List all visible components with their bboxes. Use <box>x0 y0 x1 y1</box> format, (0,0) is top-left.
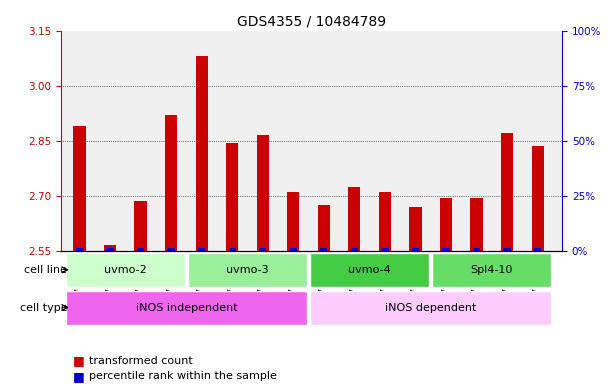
Bar <box>412 248 419 251</box>
Bar <box>501 134 513 251</box>
Text: iNOS dependent: iNOS dependent <box>385 303 477 313</box>
Bar <box>470 198 483 251</box>
Bar <box>534 248 541 251</box>
Bar <box>167 248 175 251</box>
Bar <box>259 248 266 251</box>
Bar <box>104 245 116 251</box>
Bar <box>381 248 389 251</box>
Text: uvmo-3: uvmo-3 <box>226 265 269 275</box>
FancyBboxPatch shape <box>66 253 185 287</box>
Text: Spl4-10: Spl4-10 <box>470 265 513 275</box>
Bar <box>287 192 299 251</box>
Bar <box>409 207 422 251</box>
FancyBboxPatch shape <box>310 253 429 287</box>
Text: percentile rank within the sample: percentile rank within the sample <box>89 371 276 381</box>
Bar <box>196 56 208 251</box>
Bar <box>134 201 147 251</box>
Bar <box>351 248 358 251</box>
Bar <box>379 192 391 251</box>
Bar <box>320 248 327 251</box>
Title: GDS4355 / 10484789: GDS4355 / 10484789 <box>237 14 386 28</box>
FancyBboxPatch shape <box>433 253 552 287</box>
Text: cell line: cell line <box>24 265 67 275</box>
Bar <box>198 248 205 251</box>
FancyBboxPatch shape <box>66 291 307 324</box>
Bar <box>440 198 452 251</box>
Bar <box>290 248 297 251</box>
Bar <box>229 248 236 251</box>
FancyBboxPatch shape <box>310 291 552 324</box>
Bar <box>76 248 83 251</box>
Bar <box>503 248 511 251</box>
Text: transformed count: transformed count <box>89 356 192 366</box>
Text: ■: ■ <box>73 354 85 367</box>
Bar <box>532 146 544 251</box>
FancyBboxPatch shape <box>188 253 307 287</box>
Bar <box>473 248 480 251</box>
Bar <box>348 187 360 251</box>
Text: uvmo-2: uvmo-2 <box>104 265 147 275</box>
Bar <box>165 115 177 251</box>
Text: iNOS independent: iNOS independent <box>136 303 237 313</box>
Bar <box>442 248 450 251</box>
Text: cell type: cell type <box>20 303 67 313</box>
Bar <box>73 126 86 251</box>
Text: ■: ■ <box>73 370 85 383</box>
Bar <box>137 248 144 251</box>
Bar <box>226 142 238 251</box>
Bar <box>257 135 269 251</box>
Text: uvmo-4: uvmo-4 <box>348 265 391 275</box>
Bar <box>106 248 114 251</box>
Bar <box>318 205 330 251</box>
